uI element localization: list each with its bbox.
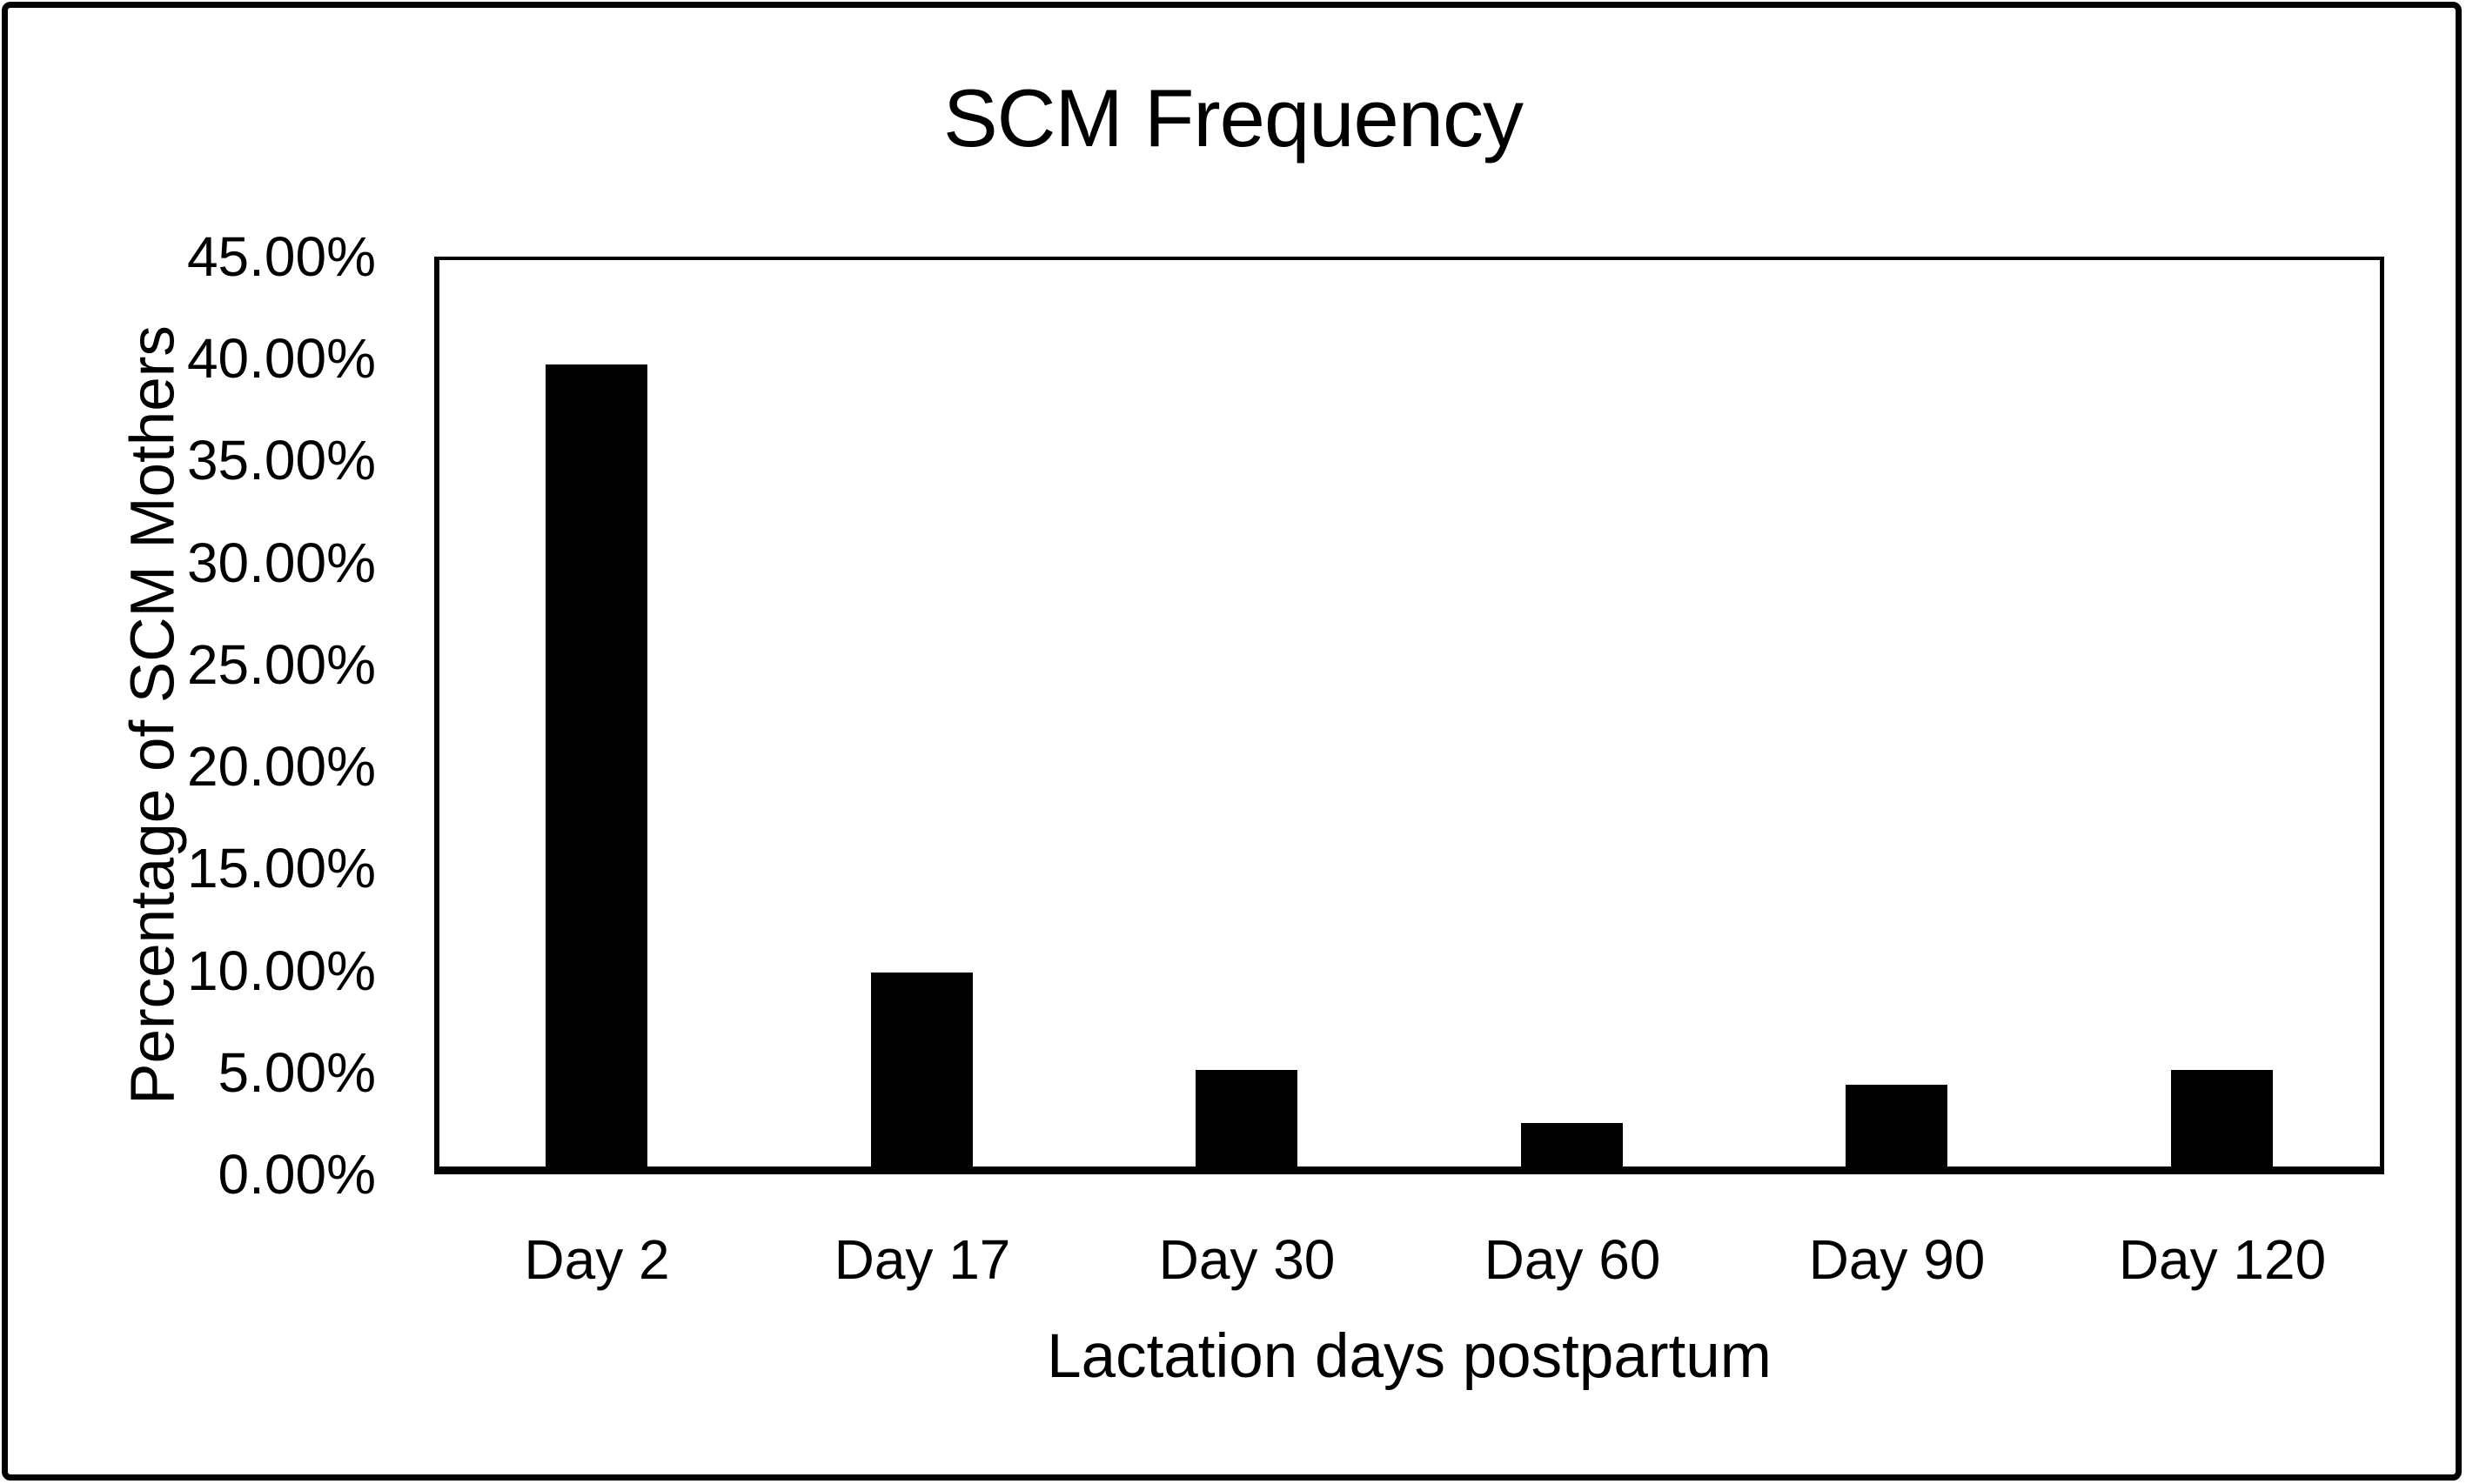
bar xyxy=(1521,1123,1623,1169)
y-tick-label: 10.00% xyxy=(186,939,376,1002)
bar xyxy=(1196,1070,1297,1169)
y-tick-label: 25.00% xyxy=(186,632,376,696)
y-axis-title: Percentage of SCM Mothers xyxy=(118,325,188,1105)
x-category-label: Day 120 xyxy=(2118,1228,2327,1291)
bar xyxy=(871,973,973,1169)
chart-title: SCM Frequency xyxy=(942,72,1524,164)
y-tick-label: 5.00% xyxy=(218,1040,376,1104)
bar xyxy=(546,364,647,1169)
x-category-label: Day 2 xyxy=(524,1228,670,1291)
bar xyxy=(1846,1085,1947,1169)
y-tick-label: 15.00% xyxy=(186,837,376,900)
x-category-label: Day 90 xyxy=(1808,1228,1986,1291)
y-tick-label: 20.00% xyxy=(186,735,376,799)
x-category-label: Day 30 xyxy=(1158,1228,1336,1291)
y-tick-label: 35.00% xyxy=(186,429,376,492)
y-tick-label: 30.00% xyxy=(186,531,376,594)
x-category-label: Day 60 xyxy=(1484,1228,1661,1291)
x-axis-title: Lactation days postpartum xyxy=(1047,1322,1772,1391)
plot-area-frame xyxy=(434,257,2384,1174)
x-category-label: Day 17 xyxy=(834,1228,1011,1291)
y-tick-label: 45.00% xyxy=(186,225,376,288)
y-tick-label: 40.00% xyxy=(186,327,376,391)
y-tick-label: 0.00% xyxy=(218,1143,376,1206)
bar xyxy=(2171,1070,2273,1169)
